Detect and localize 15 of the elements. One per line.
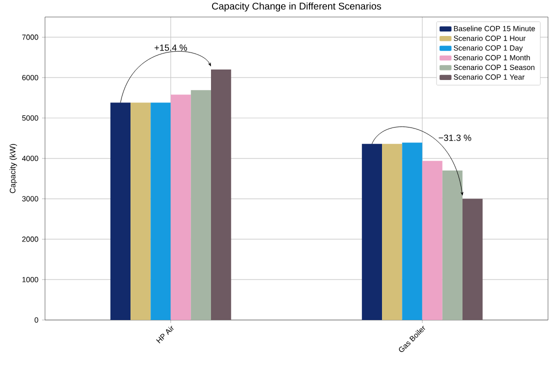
bar [150, 102, 171, 320]
bar [422, 160, 442, 320]
chart-title: Capacity Change in Different Scenarios [212, 2, 382, 12]
bar [402, 142, 422, 320]
bar [442, 170, 462, 320]
bar [362, 144, 382, 320]
bar [130, 102, 151, 320]
bar [462, 198, 483, 320]
annotation: +15.4 % [154, 44, 188, 51]
bar [190, 90, 211, 320]
bar [110, 102, 131, 320]
annotation: −31.3 % [438, 134, 472, 141]
bar [382, 144, 402, 320]
bar [170, 94, 191, 320]
bar [210, 70, 232, 320]
